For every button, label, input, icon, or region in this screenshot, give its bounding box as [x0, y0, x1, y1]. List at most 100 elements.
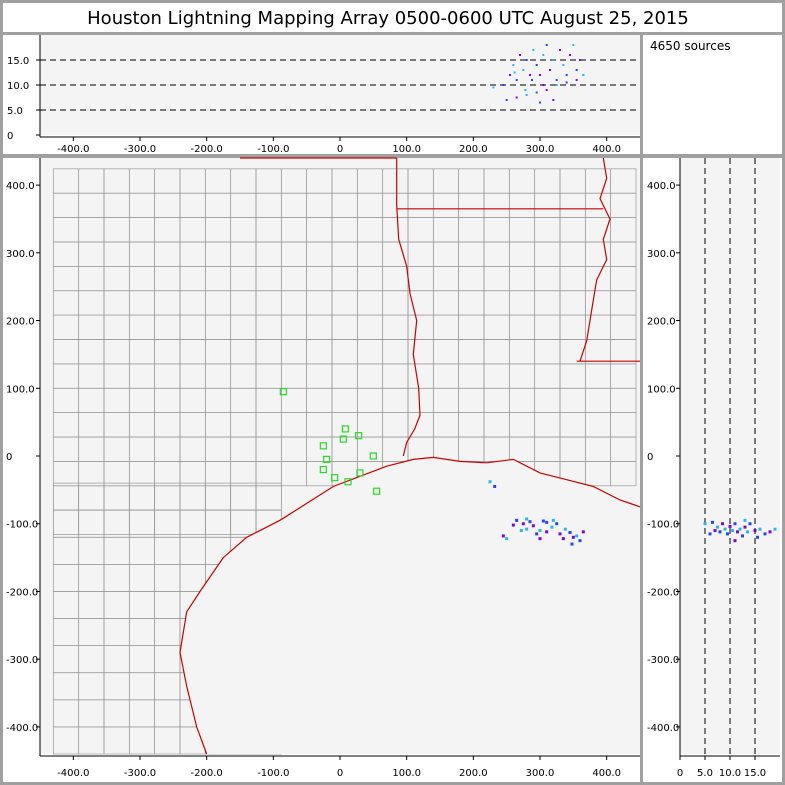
plan-source-point [525, 527, 529, 531]
altitude-ew-y-tick-label: 0 [7, 131, 13, 142]
altitude-ew-source-point [535, 64, 538, 66]
altitude-ew-source-point [549, 69, 551, 71]
plan-y-tick-label: -100.0 [6, 520, 38, 531]
county-boundary [610, 168, 637, 194]
altitude-ew-source-point [509, 74, 511, 76]
altitude-ew-source-point [555, 79, 558, 81]
state-border-mississippi-river [579, 157, 611, 362]
plan-source-point [515, 518, 519, 522]
altitude-ew-source-point [525, 59, 528, 61]
altitude-ns-source-point [753, 529, 757, 532]
altitude-ew-source-point [575, 69, 578, 71]
plan-x-tick-label: 300.0 [526, 768, 555, 779]
plan-source-point [531, 524, 535, 528]
altitude-ns-source-point [731, 529, 734, 532]
altitude-ew-x-tick-label: -100.0 [257, 144, 289, 155]
plan-source-point [555, 522, 559, 526]
altitude-ns-plot-area [680, 158, 780, 754]
altitude-ew-source-point [542, 84, 545, 86]
altitude-ew-x-tick-label: 300.0 [526, 144, 555, 155]
plan-source-point [511, 523, 515, 527]
altitude-ns-x-tick-label: 0 [677, 768, 683, 779]
lma-station [319, 442, 327, 450]
plan-x-tick-label: 400.0 [592, 768, 621, 779]
lma-station [356, 469, 364, 477]
plan-x-tick-label: -400.0 [57, 768, 89, 779]
altitude-ns-y-tick-label: 0 [647, 452, 653, 463]
county-map [52, 157, 641, 755]
altitude-ew-source-point [502, 84, 505, 86]
plan-y-tick-label: 200.0 [6, 317, 35, 328]
altitude-ew-source-point [531, 79, 533, 81]
altitude-ew-source-point [505, 99, 508, 101]
plan-source-point [521, 522, 525, 526]
plan-source-point [538, 537, 542, 541]
altitude-ew-source-point [522, 69, 525, 71]
altitude-ns-y-tick-label: -400.0 [647, 723, 679, 734]
plan-source-point [525, 517, 529, 521]
altitude-ew-source-point [559, 49, 561, 51]
plan-source-point [501, 534, 505, 538]
altitude-ns-panel: 400.0 300.0 200.0 100.0 0 -100.0 -200.0 -300.0 -… [643, 158, 782, 782]
altitude-ns-source-point [721, 522, 724, 526]
plan-source-point [561, 537, 565, 541]
altitude-ns-source-point [733, 522, 737, 526]
altitude-ew-y-tick-label: 10.0 [7, 81, 29, 92]
altitude-ns-source-point [708, 532, 712, 536]
lma-station [331, 474, 339, 482]
altitude-ns-y-tick-label: 200.0 [647, 317, 676, 328]
plan-y-tick-label: 100.0 [6, 384, 35, 395]
plan-source-point [575, 534, 579, 538]
altitude-ew-source-point [513, 71, 516, 74]
altitude-ns-source-point [756, 535, 759, 539]
altitude-ew-source-point [525, 94, 528, 96]
altitude-ns-source-point [748, 522, 752, 526]
lma-station [319, 465, 327, 474]
plan-source-point [570, 542, 574, 546]
altitude-ew-source-point [529, 74, 531, 76]
plan-source-point [563, 527, 567, 531]
plan-y-tick-label: 400.0 [6, 181, 35, 192]
altitude-ew-x-tick-label: -200.0 [191, 144, 223, 155]
altitude-ns-y-tick-label: 400.0 [647, 181, 676, 192]
altitude-ns-y-tick-label: -100.0 [647, 520, 679, 531]
altitude-ew-source-point [575, 79, 578, 81]
plan-source-point [538, 529, 542, 532]
altitude-ns-source-point [726, 532, 729, 536]
altitude-ns-x-tick-label: 10.0 [719, 768, 741, 779]
altitude-ns-source-point [703, 522, 707, 526]
altitude-ns-source-point [741, 534, 744, 538]
altitude-ew-source-point [569, 54, 571, 56]
plan-x-tick-label: -300.0 [124, 768, 156, 779]
altitude-ew-source-point [552, 99, 555, 101]
lma-station [344, 478, 352, 486]
altitude-ns-source-point [746, 530, 749, 534]
altitude-ew-panel: 0 5.0 10.0 15.0 -400.0 -300.0 -200.0 -100.0 0 100… [3, 35, 640, 155]
plan-y-tick-label: -400.0 [6, 723, 38, 734]
altitude-ew-y-tick-label: 15.0 [7, 56, 29, 67]
altitude-ew-source-point [565, 74, 568, 76]
plan-source-point [535, 532, 539, 536]
altitude-ns-y-tick-label: 300.0 [647, 249, 676, 260]
altitude-ns-source-point [713, 529, 717, 532]
altitude-ew-source-point [524, 89, 527, 91]
plan-source-point [545, 520, 549, 524]
title-strip [3, 3, 782, 32]
plan-source-point [581, 530, 585, 534]
altitude-ns-source-point [716, 525, 719, 529]
plan-view-panel: 400.0 300.0 200.0 100.0 0 -100.0 -200.0 -300.0 -… [3, 157, 641, 782]
altitude-ew-source-point [515, 79, 518, 81]
altitude-ew-source-point [539, 74, 541, 76]
altitude-ew-source-point [512, 64, 515, 66]
plan-source-point [578, 539, 582, 543]
altitude-ew-source-point [582, 74, 585, 76]
plan-x-tick-label: 200.0 [459, 768, 488, 779]
altitude-ns-source-point [718, 530, 722, 534]
altitude-ns-y-tick-label: 100.0 [647, 384, 676, 395]
altitude-ew-source-point [492, 86, 495, 89]
plan-x-tick-label: 100.0 [392, 768, 421, 779]
altitude-ns-source-point [758, 527, 762, 531]
source-count-label: 4650 sources [650, 39, 730, 53]
plan-y-tick-label: 300.0 [6, 249, 35, 260]
plan-y-tick-label: -300.0 [6, 655, 38, 666]
